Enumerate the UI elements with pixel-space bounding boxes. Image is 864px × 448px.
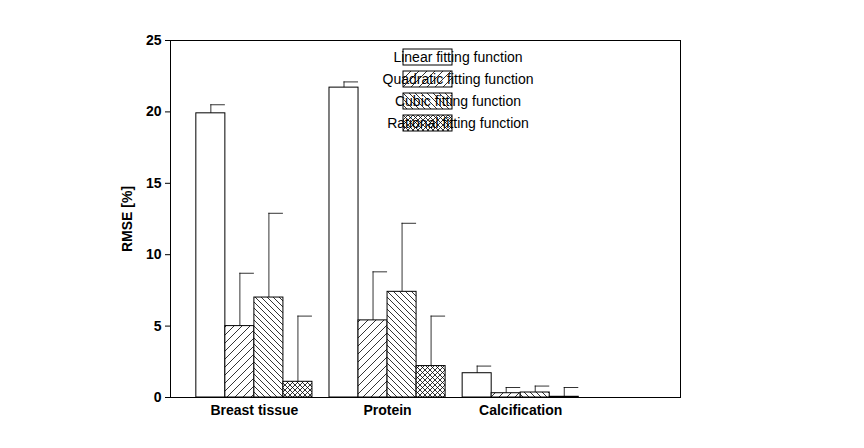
svg-text:Quadratic fitting function: Quadratic fitting function	[383, 71, 534, 87]
svg-text:Calcification: Calcification	[479, 402, 562, 418]
svg-text:RMSE [%]: RMSE [%]	[119, 186, 135, 252]
svg-text:20: 20	[146, 103, 162, 119]
svg-text:5: 5	[154, 318, 162, 334]
svg-text:Breast tissue: Breast tissue	[210, 402, 298, 418]
svg-text:0: 0	[154, 389, 162, 405]
svg-text:Cubic fitting function: Cubic fitting function	[395, 93, 521, 109]
svg-text:25: 25	[146, 32, 162, 48]
svg-text:10: 10	[146, 246, 162, 262]
svg-text:15: 15	[146, 175, 162, 191]
svg-text:Linear fitting function: Linear fitting function	[393, 49, 522, 65]
svg-text:Protein: Protein	[363, 402, 411, 418]
svg-text:Rational fitting function: Rational fitting function	[387, 115, 529, 131]
